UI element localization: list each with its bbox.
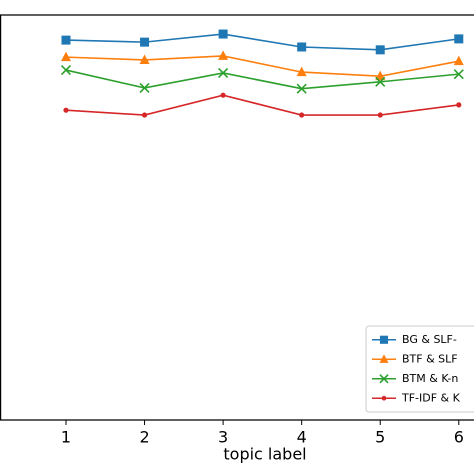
legend-label: BTM & K-n bbox=[402, 372, 458, 385]
series bbox=[60, 65, 464, 94]
marker bbox=[297, 42, 307, 52]
x-axis-label: topic label bbox=[223, 445, 306, 464]
series-line bbox=[65, 33, 459, 51]
marker bbox=[375, 70, 386, 81]
marker bbox=[139, 54, 150, 64]
marker bbox=[140, 37, 150, 47]
legend-label: BG & SLF- bbox=[402, 333, 457, 346]
marker bbox=[453, 69, 464, 80]
legend-label: TF-IDF & K bbox=[401, 391, 461, 404]
marker bbox=[377, 112, 383, 118]
marker bbox=[60, 51, 71, 62]
marker bbox=[218, 67, 229, 78]
marker bbox=[141, 112, 148, 118]
marker bbox=[375, 76, 386, 87]
marker bbox=[379, 354, 389, 363]
marker bbox=[61, 35, 71, 45]
marker bbox=[381, 395, 387, 401]
marker bbox=[220, 92, 226, 98]
legend: BG & SLF- BTF & SLF BTM & K-n TF-IDF & K bbox=[365, 325, 474, 413]
marker bbox=[139, 82, 150, 93]
x-tick-label: 6 bbox=[454, 428, 464, 447]
marker bbox=[379, 374, 389, 384]
x-tick-label: 3 bbox=[218, 428, 228, 447]
marker bbox=[375, 45, 385, 55]
marker bbox=[296, 83, 307, 94]
series-line bbox=[65, 69, 459, 90]
x-tick-label: 1 bbox=[61, 428, 71, 447]
marker bbox=[299, 112, 305, 118]
marker bbox=[218, 50, 229, 60]
series bbox=[63, 92, 462, 118]
legend-label: BTF & SLF bbox=[402, 352, 458, 365]
marker bbox=[379, 335, 389, 344]
x-tick-label: 2 bbox=[139, 428, 149, 447]
legend-frame bbox=[365, 325, 474, 413]
marker bbox=[454, 34, 464, 44]
marker bbox=[63, 107, 69, 113]
marker bbox=[453, 55, 464, 66]
series-line bbox=[65, 94, 459, 116]
x-tick-label: 5 bbox=[375, 428, 385, 447]
series bbox=[61, 29, 464, 55]
marker bbox=[456, 102, 462, 108]
marker bbox=[60, 65, 72, 76]
x-tick-label: 4 bbox=[297, 428, 307, 447]
marker bbox=[218, 29, 228, 39]
series-line bbox=[65, 55, 459, 77]
marker bbox=[296, 66, 307, 77]
series bbox=[60, 50, 464, 81]
